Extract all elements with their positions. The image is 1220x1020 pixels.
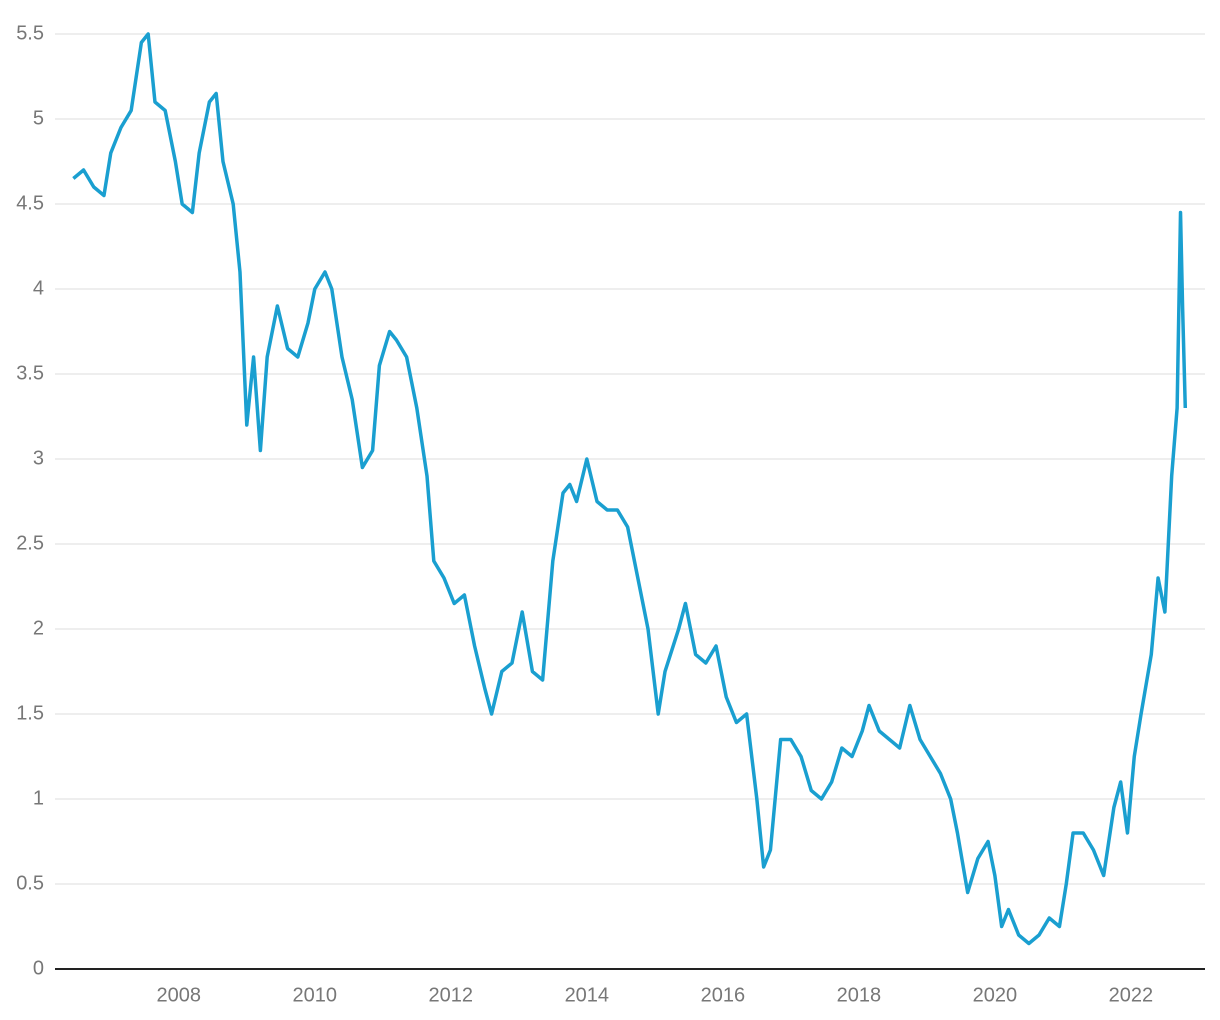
y-tick-label: 0.5	[16, 872, 44, 894]
x-tick-label: 2018	[837, 984, 882, 1006]
y-tick-label: 2.5	[16, 532, 44, 554]
x-tick-label: 2008	[157, 984, 202, 1006]
y-tick-label: 4	[33, 277, 44, 299]
y-tick-label: 5.5	[16, 22, 44, 44]
y-tick-label: 1.5	[16, 702, 44, 724]
y-tick-label: 1	[33, 787, 44, 809]
y-tick-label: 0	[33, 957, 44, 979]
x-tick-label: 2010	[293, 984, 338, 1006]
x-tick-label: 2012	[429, 984, 474, 1006]
x-tick-label: 2014	[565, 984, 610, 1006]
y-tick-label: 4.5	[16, 192, 44, 214]
line-series	[72, 32, 1188, 946]
y-tick-label: 3	[33, 447, 44, 469]
y-tick-label: 2	[33, 617, 44, 639]
x-tick-label: 2020	[973, 984, 1018, 1006]
y-tick-label: 3.5	[16, 362, 44, 384]
x-tick-label: 2016	[701, 984, 746, 1006]
x-tick-label: 2022	[1109, 984, 1154, 1006]
y-tick-label: 5	[33, 107, 44, 129]
